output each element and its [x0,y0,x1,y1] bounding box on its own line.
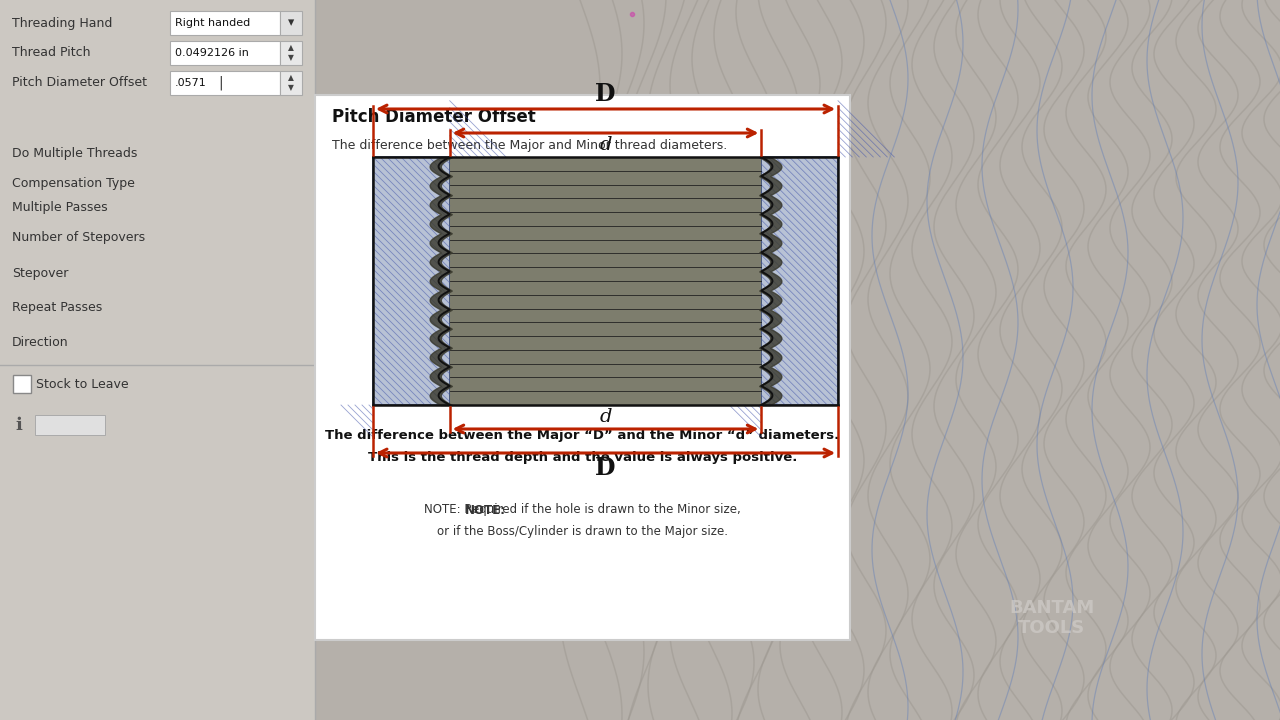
Bar [170,71,280,95]
Text: Compensation Type: Compensation Type [12,176,134,189]
Text: Threading Hand: Threading Hand [12,17,113,30]
Text: NOTE:: NOTE: [465,503,506,516]
Bar [762,157,838,405]
Text: or if the Boss/Cylinder is drawn to the Major size.: or if the Boss/Cylinder is drawn to the … [436,526,728,539]
Text: The difference between the Major “D” and the Minor “d” diameters.: The difference between the Major “D” and… [325,428,840,441]
Text: This is the thread depth and the value is always positive.: This is the thread depth and the value i… [367,451,797,464]
Text: |: | [218,76,223,90]
Text: Multiple Passes: Multiple Passes [12,202,108,215]
Text: D: D [595,456,616,480]
Bar [35,415,105,435]
Bar [170,41,280,65]
Text: Number of Stepovers: Number of Stepovers [12,232,145,245]
Text: ▼: ▼ [288,84,294,92]
Text: Stepover: Stepover [12,266,68,279]
Text: D: D [595,82,616,106]
Text: Pitch Diameter Offset: Pitch Diameter Offset [12,76,147,89]
Text: ▼: ▼ [288,53,294,63]
Text: Stock to Leave: Stock to Leave [36,377,128,390]
Text: d: d [599,136,612,154]
Text: NOTE: Required if the hole is drawn to the Minor size,: NOTE: Required if the hole is drawn to t… [424,503,741,516]
Text: ℹ: ℹ [15,416,22,434]
Text: 0.0492126 in: 0.0492126 in [175,48,248,58]
Text: Direction: Direction [12,336,69,349]
Bar [280,11,302,35]
Text: The difference between the Major and Minor thread diameters.: The difference between the Major and Min… [332,138,727,151]
Bar [449,157,762,405]
Text: Thread Pitch: Thread Pitch [12,47,91,60]
Bar [170,11,280,35]
Text: TOOLS: TOOLS [1019,619,1085,637]
Bar [315,95,850,640]
Bar [372,157,449,405]
Bar [0,0,315,720]
Bar [280,71,302,95]
Text: ▲: ▲ [288,43,294,53]
Text: .0571: .0571 [175,78,207,88]
Text: Right handed: Right handed [175,18,251,28]
Text: ▾: ▾ [288,17,294,30]
Text: Pitch Diameter Offset: Pitch Diameter Offset [332,108,536,126]
Text: Do Multiple Threads: Do Multiple Threads [12,146,137,160]
Text: BANTAM: BANTAM [1010,599,1094,617]
Text: Repeat Passes: Repeat Passes [12,302,102,315]
Bar [13,375,31,393]
Text: ▲: ▲ [288,73,294,83]
Text: d: d [599,408,612,426]
Bar [280,41,302,65]
